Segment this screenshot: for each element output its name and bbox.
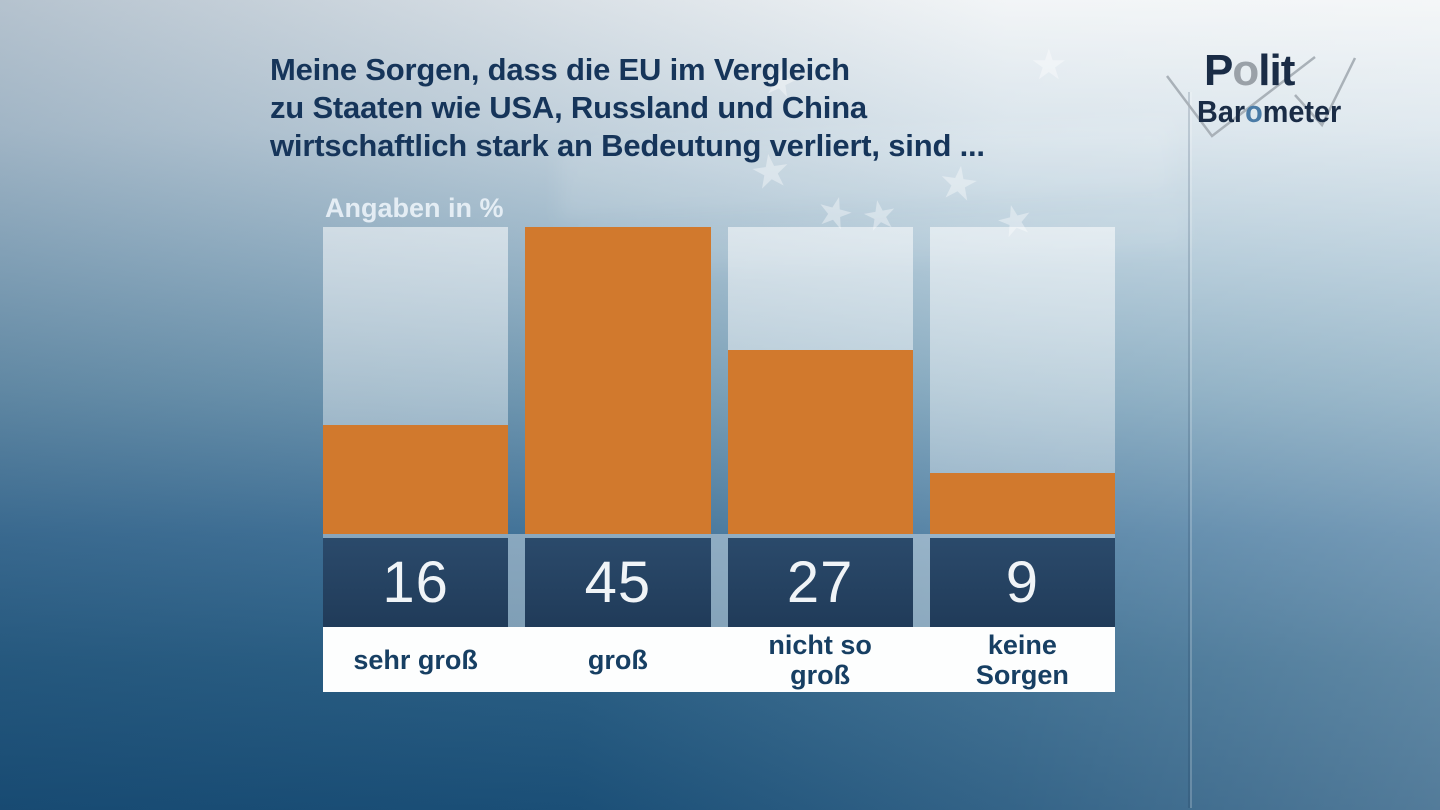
category-label: sehr groß <box>323 627 508 692</box>
value-cell: 27 <box>727 538 913 627</box>
category-label-line: Sorgen <box>975 659 1069 690</box>
category-label: nicht so groß <box>728 627 913 692</box>
plot-area <box>323 227 1115 534</box>
value-label: 9 <box>1005 550 1039 615</box>
logo-blue-o: o <box>1245 94 1263 129</box>
flagpole-line <box>1190 92 1192 808</box>
value-label: 45 <box>584 550 652 615</box>
category-label-line: sehr groß <box>353 644 478 675</box>
value-label: 27 <box>786 550 854 615</box>
bar-segment <box>929 472 1115 534</box>
eu-star-icon: ★ <box>934 154 983 212</box>
logo-checkmark-icon <box>1166 56 1357 138</box>
value-band: 16 45 27 9 <box>323 534 1115 627</box>
category-label: groß <box>525 627 710 692</box>
unit-label: Angaben in % <box>325 193 504 223</box>
category-label-line: groß <box>587 644 648 675</box>
value-cell: 45 <box>525 538 711 627</box>
category-label-line: groß <box>790 659 851 690</box>
logo-gray-o: o <box>1232 46 1259 95</box>
bar-segment <box>323 424 509 534</box>
flagpole-line <box>1188 92 1190 808</box>
value-label: 16 <box>382 550 449 615</box>
value-cell: 9 <box>929 538 1115 627</box>
chart-title-line: zu Staaten wie USA, Russland und China <box>270 90 867 125</box>
logo-barometer: Barometer <box>1197 94 1342 129</box>
chart-title: Meine Sorgen, dass die EU im Vergleich z… <box>270 51 985 165</box>
bar-chart: 16 45 27 9 sehr groß groß nicht so groß keine So… <box>323 227 1115 692</box>
chart-title-line: Meine Sorgen, dass die EU im Vergleich <box>270 52 850 87</box>
bar-segment <box>727 349 913 534</box>
bar-segment <box>525 227 711 534</box>
category-label: keine Sorgen <box>930 627 1115 692</box>
eu-star-icon: ★ <box>1030 41 1068 88</box>
logo-polit: Polit <box>1204 46 1295 95</box>
category-label-strip: sehr groß groß nicht so groß keine Sorgen <box>323 627 1115 692</box>
category-label-line: keine <box>987 629 1057 660</box>
chart-column <box>727 227 913 534</box>
chart-column <box>929 227 1115 534</box>
chart-column <box>525 227 711 534</box>
category-label-line: nicht so <box>768 629 872 660</box>
chart-column <box>323 227 509 534</box>
value-cell: 16 <box>323 538 509 627</box>
chart-title-line: wirtschaftlich stark an Bedeutung verlie… <box>270 128 985 163</box>
